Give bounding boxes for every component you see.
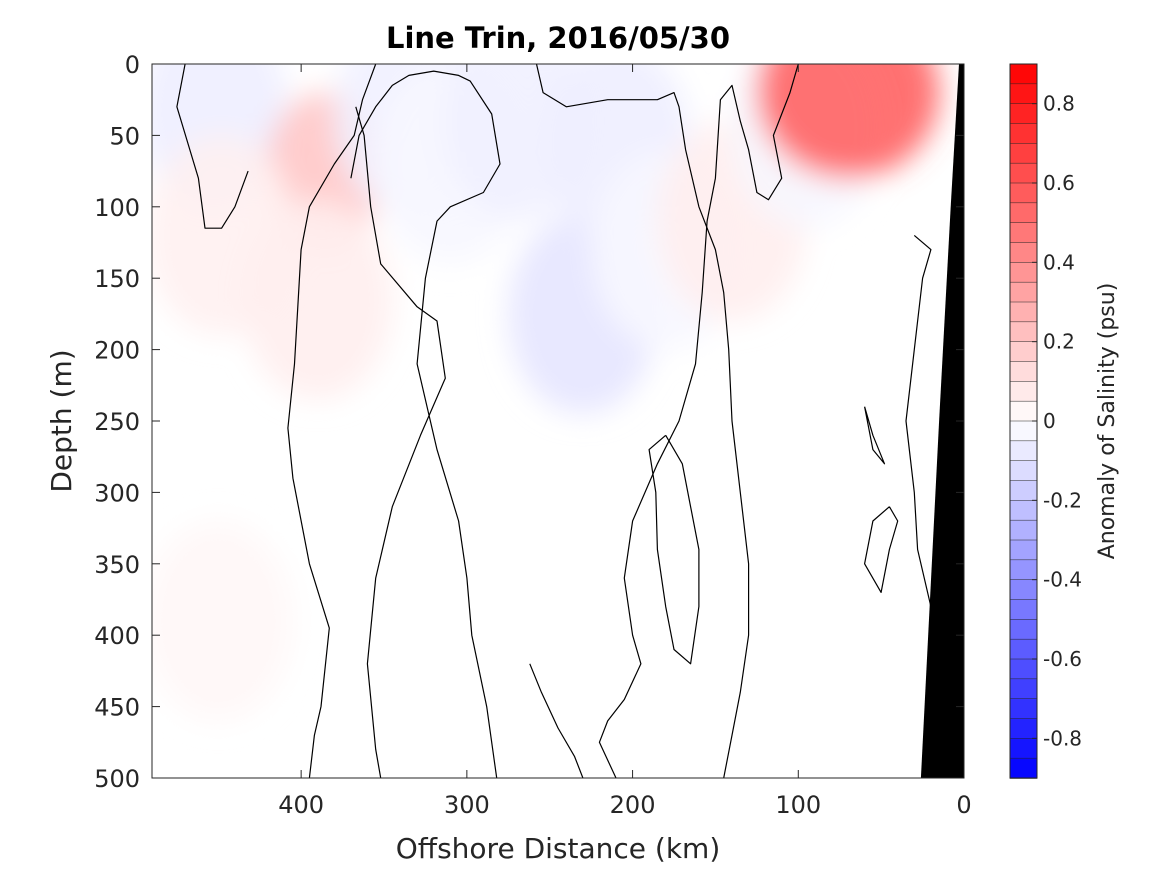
y-tick-label: 50 [109, 122, 140, 150]
colorbar-tick-label: -0.4 [1043, 568, 1082, 592]
y-axis-label: Depth (m) [45, 349, 78, 492]
colorbar-level [1009, 559, 1038, 581]
y-tick-label: 500 [94, 765, 140, 793]
colorbar-tick-label: -0.8 [1043, 726, 1082, 750]
zero-contour-line [648, 434, 700, 665]
colorbar-level [1009, 262, 1038, 283]
colorbar-tick-label: -0.6 [1043, 647, 1082, 671]
colorbar-level [1009, 222, 1038, 244]
y-axis-ticks: 0 50 100 150 200 250 300 350 400 450 500 [94, 51, 964, 793]
colorbar-level [1009, 539, 1038, 561]
colorbar-level [1009, 242, 1038, 264]
y-tick-label: 250 [94, 408, 140, 436]
zero-contour-line [905, 234, 932, 607]
colorbar-tick-label: 0.8 [1043, 92, 1075, 116]
x-axis-ticks: 400 300 200 100 0 [278, 64, 972, 819]
colorbar-tick-label: -0.2 [1043, 488, 1082, 512]
colorbar-level [1009, 143, 1038, 164]
colorbar-level [1009, 63, 1038, 85]
colorbar-level [1009, 718, 1038, 740]
zero-contour-lines [176, 64, 932, 778]
colorbar-level [1009, 182, 1038, 204]
bathymetry-shelf [920, 64, 964, 778]
y-tick-label: 450 [94, 694, 140, 722]
colorbar-level [1009, 341, 1038, 363]
colorbar: 0.8 0.6 0.4 0.2 0 -0.2 -0.4 -0.6 -0.8 [1009, 63, 1082, 779]
colorbar-level [1009, 619, 1038, 640]
zero-contour-line [864, 406, 886, 465]
colorbar-level [1009, 83, 1038, 105]
colorbar-level [1009, 361, 1038, 383]
bathymetry-layer [920, 64, 964, 778]
anomaly-blob [756, 64, 940, 179]
colorbar-level [1009, 103, 1038, 125]
colorbar-level [1009, 698, 1038, 720]
zero-contour-line [598, 64, 799, 778]
zero-contour-line [287, 64, 377, 778]
x-tick-label: 200 [610, 791, 656, 819]
anomaly-blob [243, 199, 393, 400]
colorbar-tick-label: 0.4 [1043, 250, 1075, 274]
colorbar-level [1009, 658, 1038, 680]
colorbar-level [1009, 202, 1038, 224]
colorbar-level [1009, 599, 1038, 621]
x-tick-label: 100 [775, 791, 821, 819]
colorbar-level [1009, 123, 1038, 145]
colorbar-level [1009, 500, 1038, 521]
colorbar-level [1009, 381, 1038, 402]
colorbar-level [1009, 321, 1038, 343]
colorbar-level [1009, 638, 1038, 660]
colorbar-tick-label: 0.2 [1043, 330, 1075, 354]
y-tick-label: 0 [125, 51, 140, 79]
x-tick-label: 400 [278, 791, 324, 819]
x-tick-label: 0 [956, 791, 971, 819]
colorbar-level [1009, 301, 1038, 323]
colorbar-level [1009, 757, 1038, 779]
colorbar-tick-label: 0.6 [1043, 171, 1075, 195]
colorbar-level [1009, 440, 1038, 462]
colorbar-level [1009, 281, 1038, 303]
anomaly-blob [152, 520, 293, 721]
colorbar-level [1009, 480, 1038, 502]
zero-contour-line [535, 64, 750, 778]
colorbar-level [1009, 162, 1038, 184]
colorbar-label: Anomaly of Salinity (psu) [1095, 283, 1120, 560]
colorbar-level [1009, 420, 1038, 442]
zero-contour-line [864, 506, 899, 593]
y-tick-label: 150 [94, 265, 140, 293]
anomaly-blob-group [152, 64, 940, 721]
colorbar-level [1009, 678, 1038, 700]
x-axis-label: Offshore Distance (km) [396, 832, 721, 865]
colorbar-level [1009, 579, 1038, 601]
colorbar-level [1009, 738, 1038, 759]
y-tick-label: 350 [94, 551, 140, 579]
colorbar-level [1009, 519, 1038, 541]
zero-contour-line [350, 70, 501, 778]
zero-contour-line [176, 64, 249, 229]
zero-contour-line [529, 663, 584, 778]
y-tick-label: 100 [94, 194, 140, 222]
anomaly-field [152, 64, 940, 721]
y-tick-label: 200 [94, 337, 140, 365]
x-tick-label: 300 [444, 791, 490, 819]
colorbar-level [1009, 460, 1038, 482]
colorbar-tick-label: 0 [1043, 409, 1056, 433]
zero-contour-line [355, 106, 446, 778]
colorbar-level [1009, 400, 1038, 422]
y-tick-label: 400 [94, 622, 140, 650]
chart-title: Line Trin, 2016/05/30 [386, 21, 730, 55]
y-tick-label: 300 [94, 479, 140, 507]
